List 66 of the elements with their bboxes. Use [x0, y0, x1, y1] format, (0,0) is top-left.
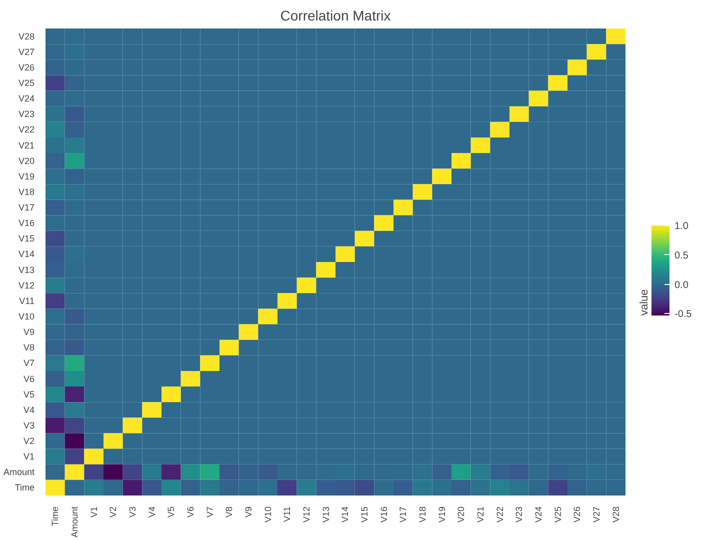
y-tick-label: V5	[23, 389, 35, 400]
y-tick-label: V27	[18, 46, 34, 57]
x-tick-label: V28	[610, 506, 621, 523]
chart-title: Correlation Matrix	[280, 8, 391, 24]
color-bar-label: 0.0	[674, 280, 689, 291]
y-tick-label: V9	[23, 327, 35, 338]
y-tick-label: V17	[18, 202, 34, 213]
x-tick-label: V3	[128, 506, 138, 518]
y-tick-label: V28	[18, 31, 34, 42]
y-tick-label: V11	[19, 296, 35, 306]
y-tick-label: V13	[18, 264, 34, 275]
x-tick-label: Amount	[70, 506, 80, 538]
y-tick-label: V23	[18, 109, 34, 120]
y-tick-label: V4	[23, 404, 35, 415]
y-tick-label: V21	[18, 140, 34, 150]
x-tick-label: V10	[262, 506, 273, 523]
x-tick-label: V17	[398, 506, 408, 523]
x-tick-label: V18	[418, 506, 428, 523]
y-tick-label: V22	[18, 124, 34, 135]
x-tick-label: V20	[456, 506, 466, 523]
y-tick-label: V26	[18, 62, 34, 72]
y-tick-label: V12	[18, 280, 34, 290]
y-tick-label: V2	[23, 436, 35, 446]
x-tick-label: V8	[224, 506, 234, 518]
color-bar-label: -0.5	[674, 309, 692, 320]
y-tick-label: V3	[23, 420, 35, 430]
x-tick-label: V24	[534, 506, 544, 523]
x-tick-label: V1	[88, 506, 99, 518]
color-bar-label: 1.0	[674, 221, 689, 232]
x-tick-label: V21	[476, 506, 486, 523]
x-tick-label: V26	[572, 506, 582, 523]
x-tick-label: V22	[494, 506, 505, 523]
x-tick-label: V2	[108, 506, 118, 518]
x-tick-label: Time	[50, 506, 60, 526]
x-tick-label: V25	[552, 506, 563, 523]
color-bar-label: 0.5	[674, 250, 689, 262]
y-tick-label: V24	[18, 94, 34, 104]
y-tick-label: V25	[18, 78, 34, 88]
y-tick-label: V16	[18, 218, 34, 228]
y-tick-label: V1	[23, 452, 35, 462]
x-tick-label: V15	[360, 506, 370, 523]
y-tick-label: V19	[18, 171, 34, 182]
y-tick-label: V6	[23, 374, 35, 384]
y-tick-label: Amount	[3, 467, 35, 478]
y-tick-label: V7	[23, 358, 35, 368]
y-tick-label: V10	[18, 311, 34, 322]
x-tick-label: V27	[592, 506, 602, 523]
x-tick-label: V13	[320, 506, 331, 523]
x-tick-label: V19	[436, 506, 447, 523]
x-tick-label: V5	[166, 506, 176, 518]
x-tick-label: V11	[282, 506, 292, 522]
x-tick-label: V7	[204, 506, 215, 518]
x-tick-label: V14	[340, 506, 350, 523]
x-tick-label: V12	[302, 506, 312, 523]
x-tick-label: V16	[378, 506, 389, 523]
y-tick-label: Time	[14, 482, 35, 493]
y-tick-label: V18	[18, 186, 34, 197]
y-tick-label: V20	[18, 156, 34, 166]
x-tick-label: V4	[146, 506, 157, 518]
x-tick-label: V23	[514, 506, 524, 523]
color-bar-title: value	[638, 289, 650, 316]
y-tick-label: V8	[23, 342, 35, 353]
x-tick-label: V6	[186, 506, 196, 518]
y-tick-label: V14	[18, 249, 34, 260]
y-tick-label: V15	[18, 234, 34, 244]
x-tick-label: V9	[244, 506, 254, 518]
